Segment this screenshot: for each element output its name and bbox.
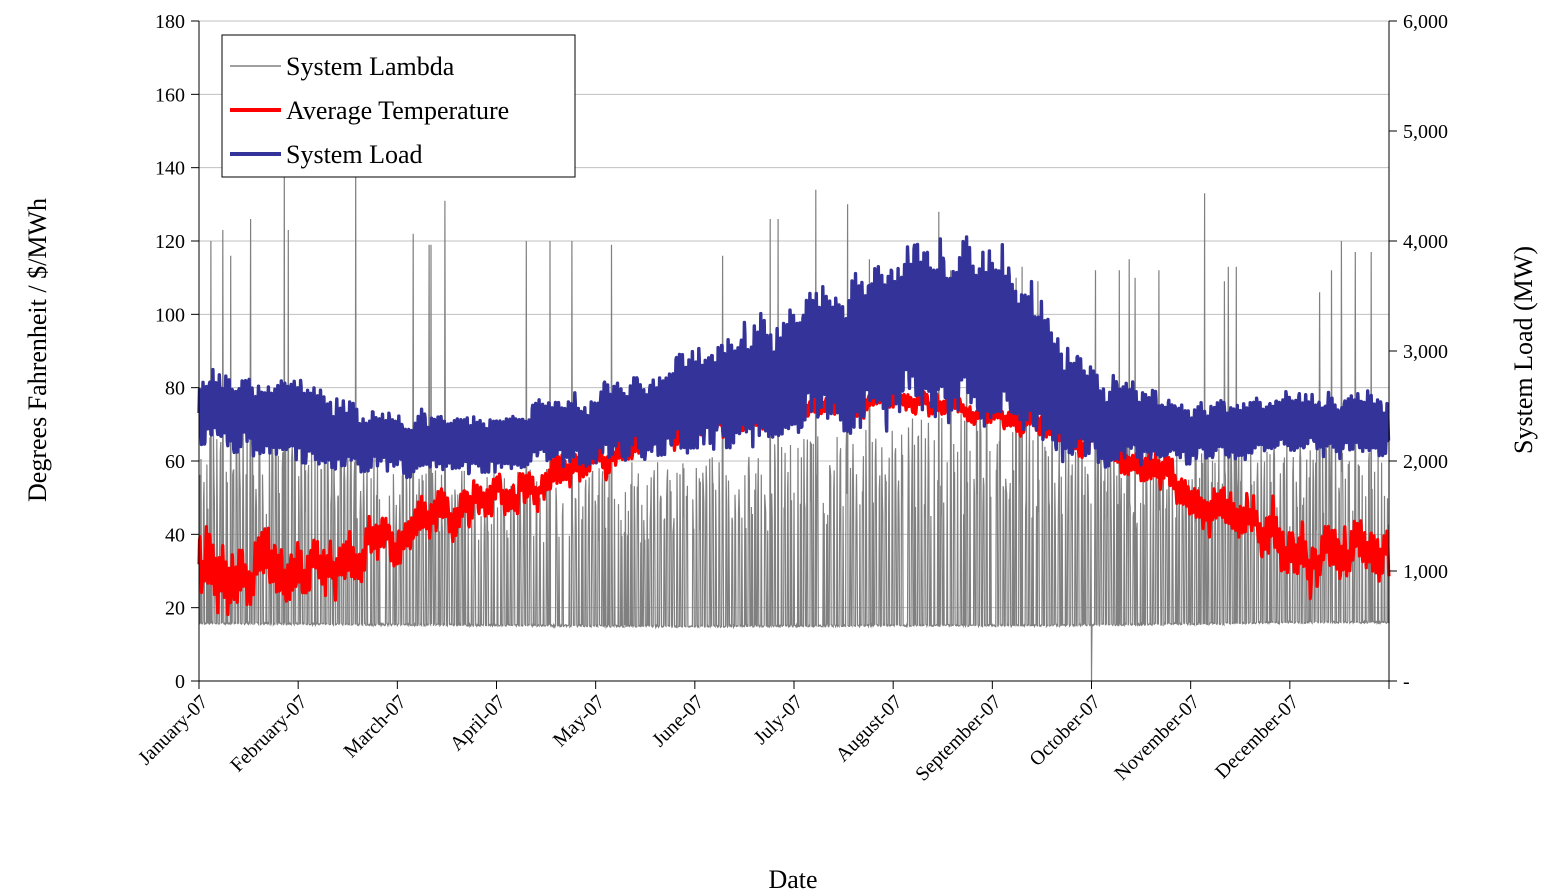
legend-label-average-temperature: Average Temperature <box>286 96 509 125</box>
x-tick-label: January-07 <box>134 691 212 769</box>
left-y-tick-label: 140 <box>155 158 185 180</box>
right-y-tick-label: 6,000 <box>1403 11 1448 33</box>
x-tick-label: July-07 <box>750 691 808 749</box>
x-tick-label: November-07 <box>1110 691 1204 785</box>
x-tick-label: September-07 <box>911 691 1006 786</box>
left-y-tick-label: 20 <box>165 598 185 620</box>
right-y-tick-label: 2,000 <box>1403 451 1448 473</box>
axes <box>191 20 1397 689</box>
left-y-tick-label: 120 <box>155 231 185 253</box>
x-tick-label: March-07 <box>340 691 411 762</box>
legend-label-system-lambda: System Lambda <box>286 52 455 81</box>
x-tick-label: June-07 <box>648 691 708 751</box>
x-axis-title: Date <box>768 865 817 893</box>
series-system-load <box>197 235 1391 480</box>
left-y-tick-labels: 0 20 40 60 80 100 120 140 160 180 <box>155 11 185 693</box>
left-y-tick-label: 180 <box>155 11 185 33</box>
x-tick-label: August-07 <box>831 691 906 766</box>
x-tick-label: April-07 <box>446 691 510 755</box>
system-lambda-line <box>198 156 1390 682</box>
x-tick-label: October-07 <box>1025 691 1105 771</box>
legend-label-system-load: System Load <box>286 140 423 169</box>
left-y-tick-label: 40 <box>165 524 185 546</box>
x-tick-labels: January-07 February-07 March-07 April-07 May… <box>134 691 1303 786</box>
legend: System Lambda Average Temperature System… <box>221 34 576 178</box>
system-load-line <box>197 235 1391 480</box>
x-tick-label: February-07 <box>226 691 311 776</box>
right-y-tick-label: 1,000 <box>1403 561 1448 583</box>
left-y-tick-label: 80 <box>165 378 185 400</box>
left-y-tick-label: 160 <box>155 84 185 106</box>
left-y-axis-title: Degrees Fahrenheit / $/MWh <box>23 198 52 502</box>
left-y-tick-label: 60 <box>165 451 185 473</box>
right-y-tick-label: 3,000 <box>1403 341 1448 363</box>
right-y-tick-label: 4,000 <box>1403 231 1448 253</box>
left-y-tick-label: 100 <box>155 304 185 326</box>
x-tick-label: December-07 <box>1211 691 1303 783</box>
right-y-tick-labels: - 1,000 2,000 3,000 4,000 5,000 6,000 <box>1403 11 1448 693</box>
right-y-tick-label: - <box>1403 671 1410 693</box>
series-system-lambda <box>198 156 1390 682</box>
right-y-axis-title: System Load (MW) <box>1509 246 1538 454</box>
right-y-tick-label: 5,000 <box>1403 121 1448 143</box>
left-y-tick-label: 0 <box>175 671 185 693</box>
x-tick-label: May-07 <box>549 691 609 751</box>
